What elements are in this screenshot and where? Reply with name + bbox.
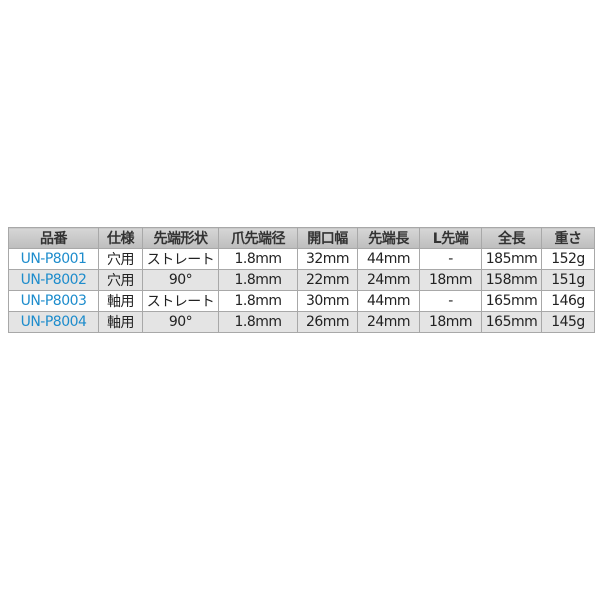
cell-l-tip: - (419, 248, 482, 270)
header-row: 品番 仕様 先端形状 爪先端径 開口幅 先端長 L先端 全長 重さ (8, 227, 595, 249)
cell-part-number[interactable]: UN-P8004 (8, 311, 99, 333)
cell-part-number[interactable]: UN-P8001 (8, 248, 99, 270)
header-opening-width: 開口幅 (297, 227, 358, 249)
cell-tip-diameter: 1.8mm (218, 269, 298, 291)
cell-opening-width: 26mm (297, 311, 358, 333)
header-tip-length: 先端長 (357, 227, 420, 249)
header-part-number: 品番 (8, 227, 99, 249)
cell-part-number[interactable]: UN-P8002 (8, 269, 99, 291)
header-tip-diameter: 爪先端径 (218, 227, 298, 249)
cell-weight: 151g (541, 269, 595, 291)
cell-tip-shape: 90° (142, 269, 219, 291)
cell-total-length: 185mm (481, 248, 542, 270)
cell-weight: 146g (541, 290, 595, 312)
cell-total-length: 165mm (481, 290, 542, 312)
header-tip-shape: 先端形状 (142, 227, 219, 249)
cell-tip-length: 44mm (357, 290, 420, 312)
header-l-tip: L先端 (419, 227, 482, 249)
header-total-length: 全長 (481, 227, 542, 249)
cell-spec: 穴用 (98, 248, 143, 270)
cell-l-tip: - (419, 290, 482, 312)
cell-tip-diameter: 1.8mm (218, 248, 298, 270)
cell-tip-shape: 90° (142, 311, 219, 333)
spec-table: 品番 仕様 先端形状 爪先端径 開口幅 先端長 L先端 全長 重さ UN-P80… (8, 227, 595, 333)
cell-weight: 145g (541, 311, 595, 333)
header-spec: 仕様 (98, 227, 143, 249)
cell-opening-width: 22mm (297, 269, 358, 291)
cell-opening-width: 32mm (297, 248, 358, 270)
cell-tip-length: 44mm (357, 248, 420, 270)
cell-tip-diameter: 1.8mm (218, 311, 298, 333)
cell-weight: 152g (541, 248, 595, 270)
table-row: UN-P8002 穴用 90° 1.8mm 22mm 24mm 18mm 158mm 151g (8, 269, 595, 291)
cell-tip-shape: ストレート (142, 248, 219, 270)
cell-total-length: 158mm (481, 269, 542, 291)
cell-spec: 軸用 (98, 311, 143, 333)
cell-opening-width: 30mm (297, 290, 358, 312)
cell-spec: 穴用 (98, 269, 143, 291)
cell-part-number[interactable]: UN-P8003 (8, 290, 99, 312)
header-weight: 重さ (541, 227, 595, 249)
cell-tip-length: 24mm (357, 269, 420, 291)
cell-total-length: 165mm (481, 311, 542, 333)
cell-l-tip: 18mm (419, 269, 482, 291)
cell-tip-length: 24mm (357, 311, 420, 333)
cell-tip-shape: ストレート (142, 290, 219, 312)
cell-spec: 軸用 (98, 290, 143, 312)
table-row: UN-P8003 軸用 ストレート 1.8mm 30mm 44mm -165mm 146g (8, 290, 595, 312)
table-row: UN-P8001 穴用 ストレート 1.8mm 32mm 44mm -185mm 152g (8, 248, 595, 270)
cell-tip-diameter: 1.8mm (218, 290, 298, 312)
table-row: UN-P8004 軸用 90° 1.8mm 26mm 24mm 18mm 165mm 145g (8, 311, 595, 333)
cell-l-tip: 18mm (419, 311, 482, 333)
